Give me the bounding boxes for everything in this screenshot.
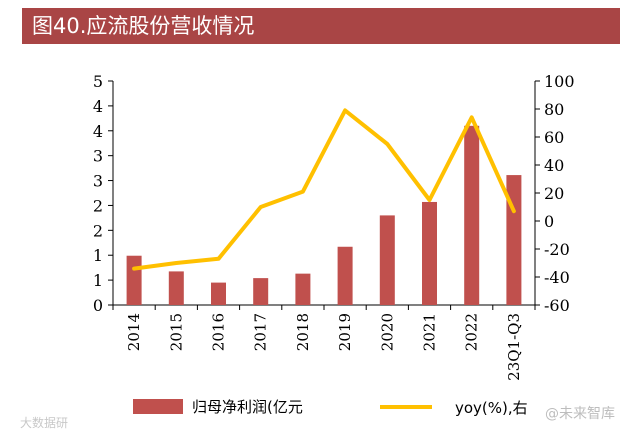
left-tick-label: 3 [93, 147, 103, 166]
bar [126, 255, 142, 305]
legend-line-label: yoy(%),右 [455, 399, 528, 417]
bar [422, 201, 437, 305]
bar [506, 175, 522, 305]
left-tick-label: 2 [93, 196, 103, 215]
x-tick-label: 2021 [421, 313, 439, 351]
right-tick-label: 0 [544, 212, 554, 231]
bar [253, 278, 269, 305]
bar [168, 271, 184, 305]
bar [211, 282, 226, 305]
bar [379, 215, 395, 305]
left-tick-label: 1 [93, 271, 103, 290]
right-tick-label: 80 [544, 100, 564, 119]
bar [337, 246, 353, 305]
right-tick-label: 60 [544, 128, 564, 147]
x-tick-label: 2020 [378, 313, 396, 351]
bar [295, 273, 311, 305]
watermark-left: 大数据研 [20, 416, 69, 430]
x-tick-label: 2014 [125, 313, 143, 351]
x-tick-label: 2022 [463, 313, 481, 351]
left-tick-label: 4 [93, 97, 103, 116]
right-tick-label: -20 [544, 240, 570, 259]
bar [464, 125, 480, 305]
x-tick-label: 2016 [210, 313, 228, 351]
x-tick-label: 23Q1-Q3 [505, 313, 523, 381]
right-tick-label: -60 [544, 296, 570, 315]
x-tick-label: 2017 [252, 313, 270, 351]
left-tick-label: 4 [93, 122, 103, 141]
right-tick-label: 20 [544, 184, 564, 203]
right-tick-label: -40 [544, 268, 570, 287]
left-tick-label: 2 [93, 221, 103, 240]
right-tick-label: 40 [544, 156, 564, 175]
x-tick-label: 2019 [336, 313, 354, 351]
left-tick-label: 3 [93, 172, 103, 191]
chart-title: 图40.应流股份营收情况 [22, 8, 620, 44]
left-tick-label: 0 [93, 296, 103, 315]
x-tick-label: 2015 [167, 313, 185, 351]
yoy-line [132, 108, 516, 271]
left-tick-label: 5 [93, 72, 103, 91]
watermark-right: @未来智库 [545, 406, 615, 422]
right-tick-label: 100 [544, 72, 575, 91]
x-tick-label: 2018 [294, 313, 312, 351]
legend-bar-swatch [133, 399, 183, 414]
left-tick-label: 1 [93, 246, 103, 265]
legend-bar-label: 归母净利润(亿元 [192, 398, 303, 416]
